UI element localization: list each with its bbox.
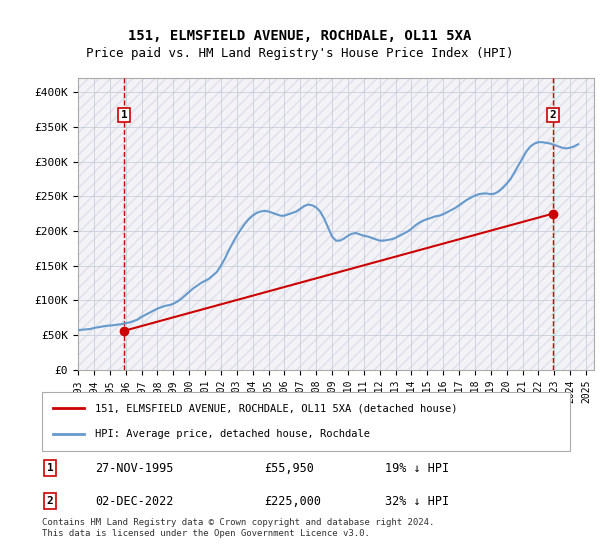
Text: 19% ↓ HPI: 19% ↓ HPI bbox=[385, 461, 449, 475]
FancyBboxPatch shape bbox=[42, 392, 570, 451]
Text: 1: 1 bbox=[121, 110, 127, 120]
Text: £225,000: £225,000 bbox=[264, 494, 321, 508]
Text: 02-DEC-2022: 02-DEC-2022 bbox=[95, 494, 173, 508]
Text: HPI: Average price, detached house, Rochdale: HPI: Average price, detached house, Roch… bbox=[95, 430, 370, 440]
Text: 2: 2 bbox=[550, 110, 556, 120]
Text: 151, ELMSFIELD AVENUE, ROCHDALE, OL11 5XA (detached house): 151, ELMSFIELD AVENUE, ROCHDALE, OL11 5X… bbox=[95, 403, 457, 413]
Text: 151, ELMSFIELD AVENUE, ROCHDALE, OL11 5XA: 151, ELMSFIELD AVENUE, ROCHDALE, OL11 5X… bbox=[128, 29, 472, 44]
Text: 27-NOV-1995: 27-NOV-1995 bbox=[95, 461, 173, 475]
Text: 1: 1 bbox=[47, 463, 53, 473]
Text: Contains HM Land Registry data © Crown copyright and database right 2024.
This d: Contains HM Land Registry data © Crown c… bbox=[42, 518, 434, 538]
Text: Price paid vs. HM Land Registry's House Price Index (HPI): Price paid vs. HM Land Registry's House … bbox=[86, 46, 514, 60]
Text: £55,950: £55,950 bbox=[264, 461, 314, 475]
Text: 32% ↓ HPI: 32% ↓ HPI bbox=[385, 494, 449, 508]
Text: 2: 2 bbox=[47, 496, 53, 506]
